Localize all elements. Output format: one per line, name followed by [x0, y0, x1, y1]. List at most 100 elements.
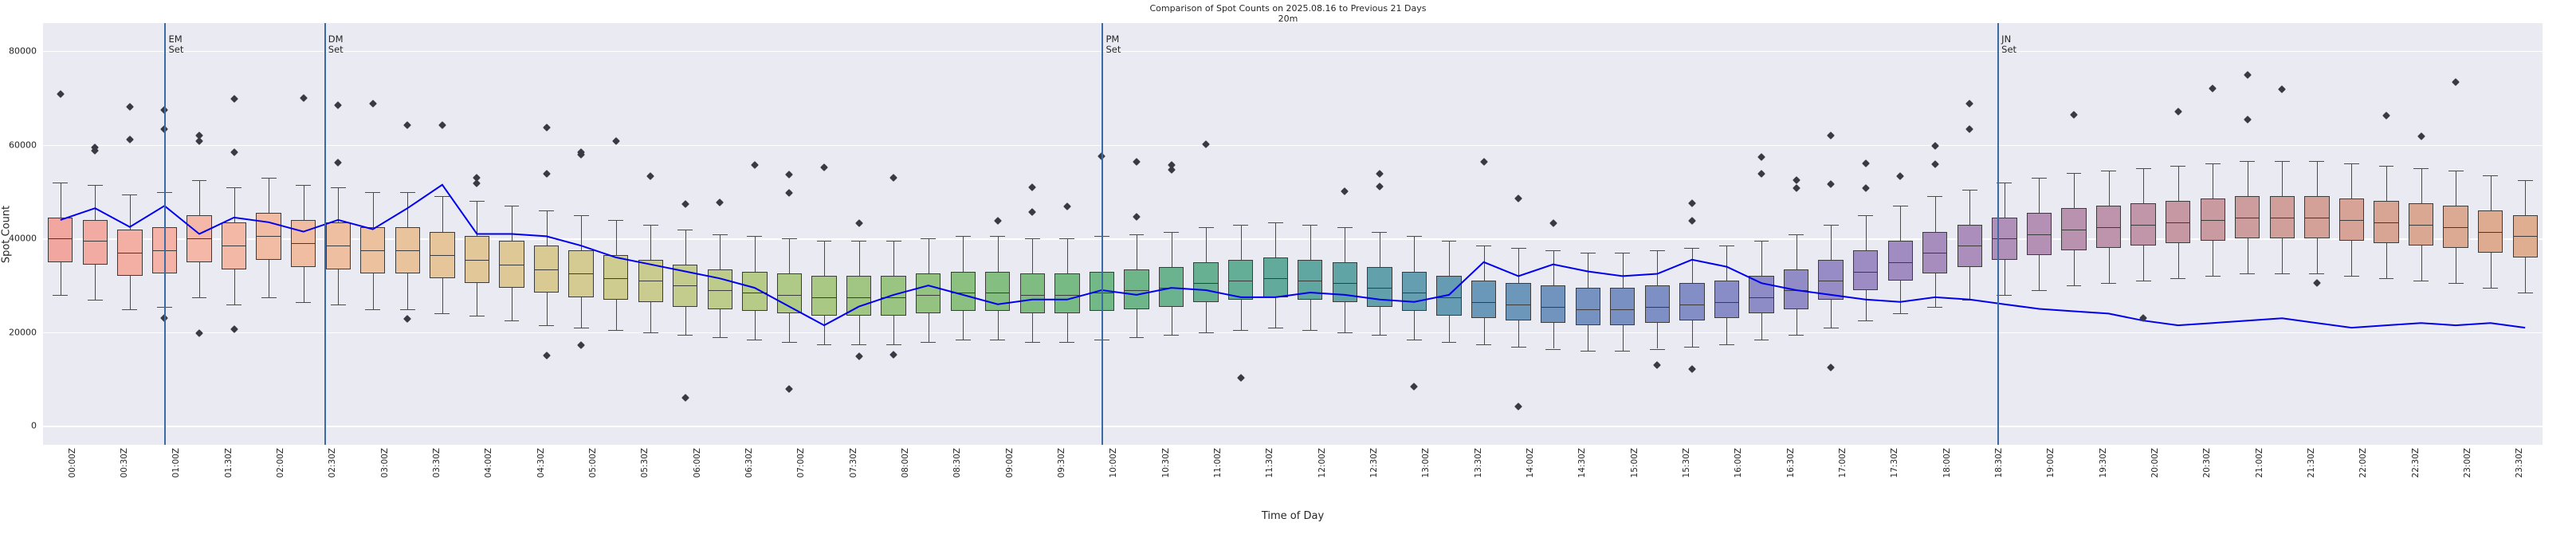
boxplot-median — [2512, 236, 2538, 238]
box-whisker-cap — [851, 344, 866, 345]
box-whisker-cap — [2413, 168, 2429, 170]
boxplot-box — [1401, 271, 1427, 312]
x-tick-label: 20:30Z — [2202, 448, 2213, 478]
annotation-vline — [164, 23, 167, 445]
box-whisker-cap — [399, 191, 415, 193]
x-tick-label: 23:30Z — [2515, 448, 2525, 478]
boxplot-median — [256, 236, 281, 238]
box-whisker — [2039, 177, 2040, 214]
box-whisker — [2039, 254, 2040, 291]
box-whisker-cap — [2274, 273, 2290, 275]
box-whisker — [1865, 214, 1867, 251]
box-whisker — [1483, 318, 1485, 344]
box-whisker-cap — [296, 184, 312, 186]
x-tick-label: 00:30Z — [120, 448, 129, 478]
box-whisker-cap — [2135, 168, 2151, 170]
boxplot-median — [2095, 226, 2122, 228]
x-tick-label: 10:00Z — [1109, 448, 1119, 478]
box-whisker — [1483, 246, 1485, 281]
x-tick-label: 19:00Z — [2046, 448, 2056, 478]
box-whisker-cap — [1198, 332, 1214, 333]
box-whisker — [1622, 253, 1624, 289]
boxplot-box — [2130, 203, 2156, 246]
boxplot-median — [1367, 288, 1392, 289]
boxplot-box — [915, 273, 941, 314]
boxplot-box — [1506, 283, 1531, 321]
box-whisker-cap — [782, 341, 797, 343]
box-whisker — [1275, 222, 1277, 257]
box-whisker — [1066, 313, 1068, 342]
box-whisker — [129, 276, 131, 309]
boxplot-median — [2408, 224, 2434, 226]
box-whisker-cap — [1164, 334, 1179, 336]
box-whisker-cap — [2378, 166, 2394, 167]
box-whisker — [2108, 171, 2110, 206]
boxplot-box — [1679, 283, 1705, 321]
box-whisker — [1240, 299, 1242, 330]
box-whisker — [1969, 189, 1971, 225]
box-whisker-cap — [886, 344, 901, 345]
box-whisker-cap — [1892, 313, 1908, 315]
box-whisker — [2282, 161, 2283, 197]
box-whisker — [372, 273, 374, 309]
boxplot-median — [2477, 231, 2503, 233]
x-tick-label: 14:30Z — [1577, 448, 1588, 478]
boxplot-median — [2026, 234, 2052, 235]
gridline-y — [43, 332, 2543, 334]
box-whisker — [963, 236, 964, 272]
box-whisker — [1761, 313, 1762, 340]
x-tick-label: 02:00Z — [276, 448, 285, 478]
box-whisker — [1032, 238, 1034, 274]
annotation-label-line1: DM — [328, 33, 344, 45]
box-whisker-cap — [1684, 248, 1700, 249]
box-whisker-cap — [782, 238, 797, 240]
box-whisker-cap — [747, 236, 763, 238]
boxplot-box — [603, 254, 629, 300]
boxplot-box — [2200, 198, 2225, 242]
boxplot-box — [2304, 196, 2330, 239]
box-whisker — [581, 297, 583, 328]
boxplot-median — [2338, 219, 2365, 221]
annotation-label-line2: Set — [2001, 44, 2017, 55]
boxplot-median — [1575, 308, 1600, 310]
box-whisker — [1934, 196, 1936, 232]
box-whisker — [650, 301, 652, 332]
box-whisker-cap — [1059, 238, 1075, 240]
boxplot-box — [117, 229, 143, 277]
x-tick-label: 12:30Z — [1369, 448, 1379, 478]
boxplot-median — [1436, 297, 1462, 298]
box-whisker — [129, 194, 131, 230]
box-whisker — [1934, 273, 1936, 307]
boxplot-median — [568, 273, 594, 275]
annotation-label-line2: Set — [328, 44, 344, 55]
boxplot-median — [1019, 294, 1045, 296]
box-whisker-cap — [122, 194, 138, 195]
boxplot-box — [395, 226, 420, 274]
boxplot-median — [151, 250, 178, 252]
boxplot-median — [1332, 283, 1357, 285]
boxplot-box — [1054, 273, 1080, 314]
boxplot-box — [1540, 285, 1566, 324]
box-whisker — [1240, 224, 1242, 260]
box-whisker-cap — [1510, 248, 1526, 249]
box-whisker — [199, 261, 200, 297]
box-whisker — [1657, 250, 1659, 286]
box-whisker-cap — [1302, 329, 1318, 331]
y-tick-label: 60000 — [9, 139, 37, 151]
box-whisker — [893, 316, 895, 344]
boxplot-box — [2095, 206, 2122, 249]
box-whisker-cap — [1961, 189, 1977, 191]
box-whisker — [2177, 166, 2179, 202]
box-whisker-cap — [1372, 231, 1388, 233]
box-whisker-cap — [226, 187, 242, 188]
x-tick-label: 06:00Z — [692, 448, 702, 478]
box-whisker — [1969, 266, 1971, 300]
boxplot-box — [950, 271, 976, 312]
boxplot-median — [2443, 226, 2468, 228]
box-whisker — [1449, 241, 1450, 277]
box-whisker-cap — [87, 299, 103, 301]
boxplot-box — [2443, 206, 2468, 249]
annotation-vline — [1997, 23, 2000, 445]
box-whisker-cap — [1823, 224, 1839, 226]
box-whisker — [824, 241, 825, 277]
